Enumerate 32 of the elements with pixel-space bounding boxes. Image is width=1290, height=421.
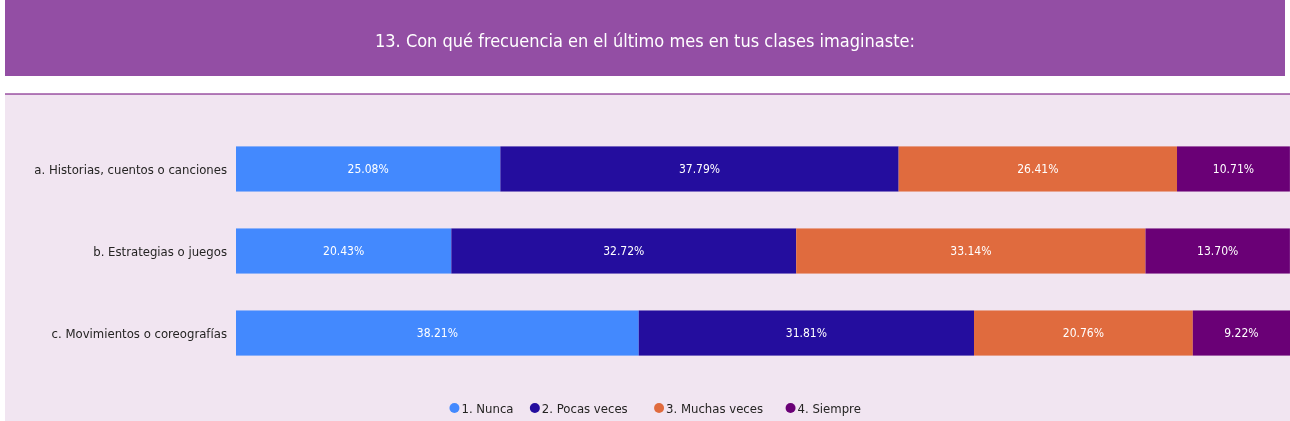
data-label: 20.76% [1062, 326, 1104, 341]
bar [236, 310, 639, 356]
bar [796, 228, 1146, 274]
data-label: 32.72% [603, 244, 645, 259]
data-label: 37.79% [678, 162, 721, 177]
bar [974, 310, 1193, 356]
bar [451, 228, 797, 274]
bar [638, 310, 975, 356]
bar [500, 146, 899, 192]
bar [898, 146, 1178, 192]
data-label: 33.14% [950, 244, 992, 259]
data-label: 20.43% [323, 244, 365, 259]
legend-label: 2. Pocas veces [541, 400, 628, 416]
data-label: 26.41% [1017, 162, 1059, 177]
chart-title: 13. Con qué frecuencia en el último mes en tus clases imaginaste: [375, 30, 915, 51]
legend-label: 4. Siempre [797, 400, 861, 416]
data-label: 13.70% [1197, 244, 1239, 259]
data-label: 25.08% [347, 162, 389, 177]
bar [236, 146, 501, 192]
bar [1177, 146, 1290, 192]
data-label: 10.71% [1212, 162, 1255, 177]
y-tick-label: a. Historias, cuentos o canciones [34, 161, 227, 177]
y-tick-label: c. Movimientos o coreografías [51, 325, 227, 341]
data-label: 9.22% [1224, 326, 1259, 341]
bar [1192, 310, 1290, 356]
bar [236, 228, 452, 274]
y-tick-label: b. Estrategias o juegos [93, 243, 227, 259]
bar [1145, 228, 1290, 274]
legend-label: 1. Nunca [461, 400, 514, 416]
legend-label: 3. Muchas veces [666, 400, 764, 416]
data-label: 31.81% [785, 326, 827, 341]
data-label: 38.21% [416, 326, 458, 341]
